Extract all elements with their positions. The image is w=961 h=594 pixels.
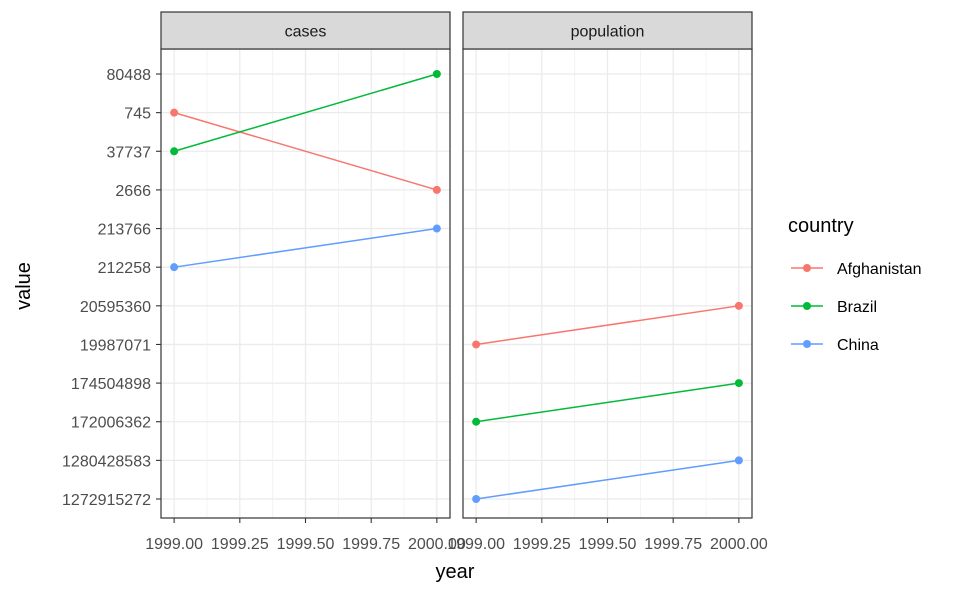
series-line: [476, 382, 739, 423]
facet-strip-label: cases: [285, 24, 327, 41]
y-tick-label: 1280428583: [62, 453, 151, 470]
x-tick-label: 1999.50: [277, 536, 335, 553]
y-tick-label: 172006362: [71, 415, 151, 432]
y-tick-label: 174504898: [71, 376, 151, 393]
x-tick-label: 1999.75: [644, 536, 702, 553]
facet-strip: [160, 11, 451, 50]
y-tick-label: 212258: [98, 260, 151, 277]
legend: country Afghanistan Brazil China: [788, 215, 922, 354]
y-tick-label: 20595360: [80, 299, 151, 316]
y-axis: 80488 745 37737 2666 213766 212258 20595360 199…: [62, 67, 161, 509]
data-point: [734, 379, 743, 388]
series-line: [476, 305, 739, 346]
data-point: [734, 301, 743, 310]
series-line: [476, 459, 739, 500]
x-tick-label: 1999.00: [447, 536, 505, 553]
series-brazil-population: [472, 379, 743, 426]
legend-key-point: [803, 302, 811, 310]
data-point: [472, 340, 481, 349]
series-line: [173, 111, 438, 191]
x-tick-label: 1999.00: [145, 536, 203, 553]
legend-key-point: [803, 340, 811, 348]
x-tick-label: 2000.00: [710, 536, 768, 553]
x-tick-label: 2000.00: [408, 536, 466, 553]
y-tick-label: 19987071: [80, 337, 151, 354]
legend-label: Brazil: [837, 299, 877, 316]
facet-panel-population: population 1999.00 1999.25 1999.50 1999.75 20…: [447, 11, 768, 553]
x-tick-label: 1999.50: [579, 536, 637, 553]
data-point: [432, 185, 441, 194]
data-point: [472, 495, 481, 503]
data-point: [472, 417, 481, 426]
data-point: [432, 70, 441, 78]
legend-item-china: China: [791, 337, 879, 354]
facet-strip-label: population: [571, 24, 645, 41]
y-axis-title: value: [13, 262, 35, 310]
legend-title: country: [788, 215, 854, 237]
legend-label: China: [837, 337, 879, 354]
series-line: [174, 227, 437, 268]
data-point: [170, 108, 179, 117]
data-point: [170, 147, 179, 156]
series-china-cases: [170, 224, 441, 272]
x-tick-label: 1999.25: [211, 536, 269, 553]
y-tick-label: 745: [124, 106, 151, 123]
facets-layer: cases 1999.00 1999.25 1999.50 1999.75 2000.00…: [62, 11, 768, 553]
y-tick-label: 1272915272: [62, 492, 151, 509]
y-tick-label: 80488: [107, 67, 152, 84]
series-line: [173, 73, 438, 152]
x-tick-label: 1999.25: [513, 536, 571, 553]
facet-panel-cases: cases 1999.00 1999.25 1999.50 1999.75 2000.00: [145, 11, 466, 553]
facet-strip: [462, 11, 753, 50]
data-point: [734, 456, 743, 465]
legend-item-afghanistan: Afghanistan: [791, 261, 922, 278]
x-axis-title: year: [436, 561, 475, 583]
data-point: [170, 263, 179, 272]
data-point: [432, 224, 441, 233]
legend-key-point: [803, 264, 811, 272]
y-tick-label: 2666: [115, 183, 151, 200]
legend-label: Afghanistan: [837, 261, 922, 278]
series-afghanistan-population: [472, 301, 743, 349]
x-tick-label: 1999.75: [342, 536, 400, 553]
legend-item-brazil: Brazil: [791, 299, 877, 316]
y-tick-label: 213766: [98, 222, 151, 239]
series-brazil-cases: [170, 70, 441, 156]
y-tick-label: 37737: [107, 144, 152, 161]
series-china-population: [472, 456, 743, 503]
series-afghanistan-cases: [170, 108, 441, 194]
